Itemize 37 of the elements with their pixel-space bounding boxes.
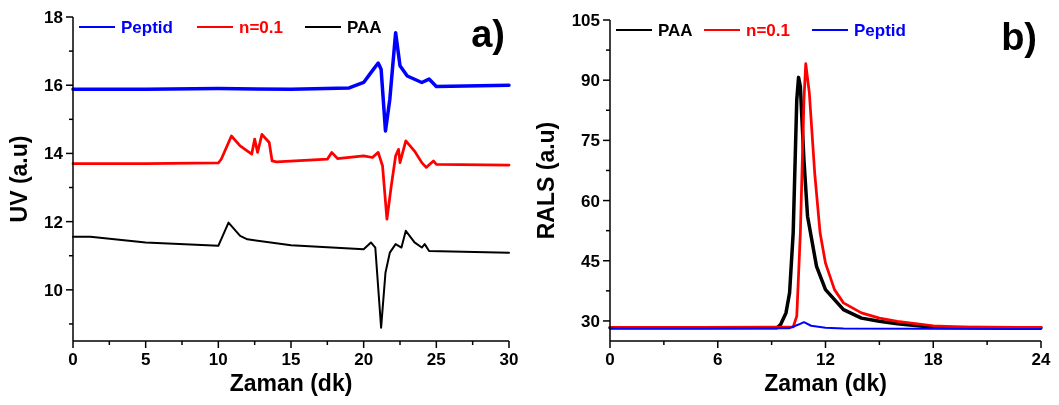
x-tick-label: 0 — [68, 350, 78, 369]
y-tick-label: 12 — [44, 212, 63, 232]
x-tick-label: 25 — [426, 350, 446, 369]
x-tick-label: 24 — [1031, 350, 1051, 369]
x-tick-label: 18 — [923, 350, 943, 369]
y-tick-label: 14 — [44, 144, 64, 164]
y-tick-label: 75 — [581, 131, 600, 151]
y-tick-label: 45 — [581, 251, 600, 271]
x-axis-title: Zaman (dk) — [229, 370, 353, 396]
y-tick-label: 18 — [44, 8, 63, 27]
x-tick-label: 10 — [208, 350, 228, 369]
x-tick-label: 15 — [281, 350, 301, 369]
annotation: b) — [1001, 16, 1037, 58]
annotation: a) — [471, 13, 505, 55]
y-tick-label: 105 — [571, 11, 600, 30]
legend-label: n=0.1 — [239, 18, 283, 37]
y-axis-title: RALS (a.u) — [533, 121, 559, 240]
x-tick-label: 20 — [354, 350, 374, 369]
legend-label: Peptid — [121, 18, 173, 37]
x-tick-label: 12 — [816, 350, 835, 369]
x-tick-label: 5 — [140, 350, 151, 369]
x-tick-label: 30 — [499, 350, 519, 369]
y-tick-label: 10 — [44, 280, 63, 300]
line-series — [609, 321, 1042, 330]
legend-label: PAA — [347, 18, 382, 37]
y-tick-label: 60 — [581, 191, 600, 211]
y-tick-label: 30 — [581, 311, 600, 331]
legend-label: n=0.1 — [746, 21, 790, 40]
y-axis-title: UV (a.u) — [6, 135, 32, 223]
legend-label: Peptid — [854, 21, 906, 40]
legend-label: PAA — [658, 21, 693, 40]
x-tick-label: 6 — [713, 350, 723, 369]
y-tick-label: 16 — [44, 76, 63, 96]
x-tick-label: 0 — [605, 350, 615, 369]
x-axis-title: Zaman (dk) — [764, 370, 887, 396]
line-series — [71, 132, 511, 221]
y-tick-label: 90 — [581, 71, 600, 91]
